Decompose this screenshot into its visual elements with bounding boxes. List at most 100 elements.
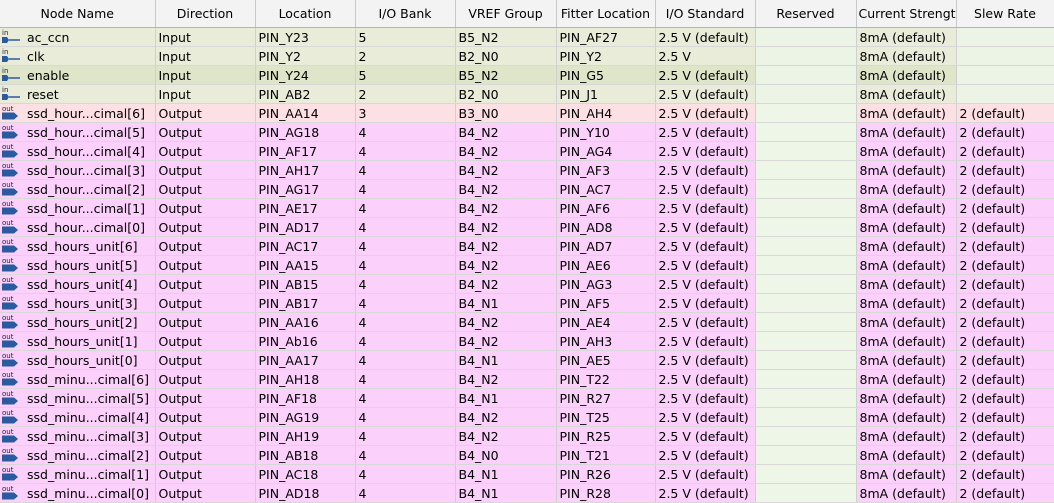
bank-cell[interactable]: 4	[355, 369, 456, 389]
direction-cell[interactable]: Input	[155, 27, 256, 47]
location-cell[interactable]: PIN_AA16	[255, 312, 356, 332]
current-cell[interactable]: 8mA (default)	[856, 27, 957, 47]
location-cell[interactable]: PIN_AA14	[255, 103, 356, 123]
vref-cell[interactable]: B4_N1	[455, 464, 557, 484]
vref-cell[interactable]: B2_N0	[455, 46, 557, 66]
slew-cell[interactable]: 2 (default)	[956, 255, 1054, 275]
location-cell[interactable]: PIN_AH19	[255, 426, 356, 446]
column-header-current-strength[interactable]: Current Strength	[856, 0, 957, 28]
direction-cell[interactable]: Input	[155, 46, 256, 66]
table-row[interactable]: out ssd_minu...cimal[1] Output PIN_AC18 4 B4_…	[0, 464, 1054, 484]
location-cell[interactable]: PIN_Ab16	[255, 331, 356, 351]
table-row[interactable]: out ssd_hours_unit[4] Output PIN_AB15 4 B4_N2…	[0, 274, 1054, 294]
standard-cell[interactable]: 2.5 V (default)	[655, 141, 756, 161]
direction-cell[interactable]: Output	[155, 293, 256, 313]
location-cell[interactable]: PIN_AD17	[255, 217, 356, 237]
direction-cell[interactable]: Output	[155, 445, 256, 465]
current-cell[interactable]: 8mA (default)	[856, 236, 957, 256]
node-name-cell[interactable]: in clk	[0, 46, 156, 66]
column-header-reserved[interactable]: Reserved	[755, 0, 857, 28]
reserved-cell[interactable]	[755, 274, 857, 294]
direction-cell[interactable]: Output	[155, 255, 256, 275]
location-cell[interactable]: PIN_AB18	[255, 445, 356, 465]
vref-cell[interactable]: B4_N2	[455, 369, 557, 389]
table-row[interactable]: out ssd_hour...cimal[3] Output PIN_AH17 4 B4_…	[0, 160, 1054, 180]
reserved-cell[interactable]	[755, 388, 857, 408]
direction-cell[interactable]: Output	[155, 388, 256, 408]
direction-cell[interactable]: Output	[155, 464, 256, 484]
standard-cell[interactable]: 2.5 V (default)	[655, 483, 756, 503]
standard-cell[interactable]: 2.5 V (default)	[655, 236, 756, 256]
fitter-cell[interactable]: PIN_T25	[556, 407, 656, 427]
slew-cell[interactable]	[956, 46, 1054, 66]
vref-cell[interactable]: B5_N2	[455, 65, 557, 85]
table-row[interactable]: out ssd_hours_unit[5] Output PIN_AA15 4 B4_N2…	[0, 255, 1054, 275]
reserved-cell[interactable]	[755, 350, 857, 370]
reserved-cell[interactable]	[755, 255, 857, 275]
table-row[interactable]: out ssd_minu...cimal[4] Output PIN_AG19 4 B4_…	[0, 407, 1054, 427]
table-row[interactable]: out ssd_minu...cimal[3] Output PIN_AH19 4 B4_…	[0, 426, 1054, 446]
bank-cell[interactable]: 4	[355, 388, 456, 408]
current-cell[interactable]: 8mA (default)	[856, 103, 957, 123]
node-name-cell[interactable]: out ssd_hours_unit[0]	[0, 350, 156, 370]
node-name-cell[interactable]: out ssd_minu...cimal[5]	[0, 388, 156, 408]
fitter-cell[interactable]: PIN_AF6	[556, 198, 656, 218]
bank-cell[interactable]: 4	[355, 483, 456, 503]
direction-cell[interactable]: Output	[155, 331, 256, 351]
standard-cell[interactable]: 2.5 V (default)	[655, 331, 756, 351]
bank-cell[interactable]: 4	[355, 407, 456, 427]
reserved-cell[interactable]	[755, 122, 857, 142]
slew-cell[interactable]: 2 (default)	[956, 369, 1054, 389]
reserved-cell[interactable]	[755, 407, 857, 427]
bank-cell[interactable]: 4	[355, 255, 456, 275]
table-row[interactable]: out ssd_minu...cimal[2] Output PIN_AB18 4 B4_…	[0, 445, 1054, 465]
current-cell[interactable]: 8mA (default)	[856, 46, 957, 66]
fitter-cell[interactable]: PIN_R27	[556, 388, 656, 408]
node-name-cell[interactable]: out ssd_minu...cimal[1]	[0, 464, 156, 484]
direction-cell[interactable]: Output	[155, 350, 256, 370]
direction-cell[interactable]: Input	[155, 65, 256, 85]
bank-cell[interactable]: 5	[355, 65, 456, 85]
column-header-node-name[interactable]: Node Name	[0, 0, 156, 28]
direction-cell[interactable]: Output	[155, 426, 256, 446]
slew-cell[interactable]: 2 (default)	[956, 198, 1054, 218]
standard-cell[interactable]: 2.5 V	[655, 46, 756, 66]
direction-cell[interactable]: Output	[155, 274, 256, 294]
direction-cell[interactable]: Output	[155, 103, 256, 123]
bank-cell[interactable]: 4	[355, 236, 456, 256]
fitter-cell[interactable]: PIN_AF3	[556, 160, 656, 180]
current-cell[interactable]: 8mA (default)	[856, 122, 957, 142]
standard-cell[interactable]: 2.5 V (default)	[655, 198, 756, 218]
location-cell[interactable]: PIN_AG19	[255, 407, 356, 427]
location-cell[interactable]: PIN_Y23	[255, 27, 356, 47]
column-header-io-bank[interactable]: I/O Bank	[355, 0, 456, 28]
slew-cell[interactable]: 2 (default)	[956, 350, 1054, 370]
standard-cell[interactable]: 2.5 V (default)	[655, 445, 756, 465]
bank-cell[interactable]: 4	[355, 350, 456, 370]
reserved-cell[interactable]	[755, 426, 857, 446]
fitter-cell[interactable]: PIN_AD7	[556, 236, 656, 256]
current-cell[interactable]: 8mA (default)	[856, 350, 957, 370]
fitter-cell[interactable]: PIN_AH4	[556, 103, 656, 123]
fitter-cell[interactable]: PIN_R28	[556, 483, 656, 503]
node-name-cell[interactable]: out ssd_minu...cimal[3]	[0, 426, 156, 446]
reserved-cell[interactable]	[755, 293, 857, 313]
location-cell[interactable]: PIN_AB2	[255, 84, 356, 104]
bank-cell[interactable]: 4	[355, 293, 456, 313]
table-row[interactable]: out ssd_hour...cimal[0] Output PIN_AD17 4 B4_…	[0, 217, 1054, 237]
node-name-cell[interactable]: out ssd_hours_unit[3]	[0, 293, 156, 313]
reserved-cell[interactable]	[755, 198, 857, 218]
vref-cell[interactable]: B4_N2	[455, 141, 557, 161]
column-header-vref-group[interactable]: VREF Group	[455, 0, 557, 28]
table-row[interactable]: out ssd_minu...cimal[6] Output PIN_AH18 4 B4_…	[0, 369, 1054, 389]
vref-cell[interactable]: B4_N2	[455, 217, 557, 237]
table-row[interactable]: out ssd_hours_unit[2] Output PIN_AA16 4 B4_N2…	[0, 312, 1054, 332]
node-name-cell[interactable]: out ssd_hour...cimal[0]	[0, 217, 156, 237]
direction-cell[interactable]: Output	[155, 312, 256, 332]
current-cell[interactable]: 8mA (default)	[856, 445, 957, 465]
current-cell[interactable]: 8mA (default)	[856, 179, 957, 199]
vref-cell[interactable]: B4_N2	[455, 255, 557, 275]
slew-cell[interactable]: 2 (default)	[956, 236, 1054, 256]
bank-cell[interactable]: 4	[355, 179, 456, 199]
standard-cell[interactable]: 2.5 V (default)	[655, 84, 756, 104]
